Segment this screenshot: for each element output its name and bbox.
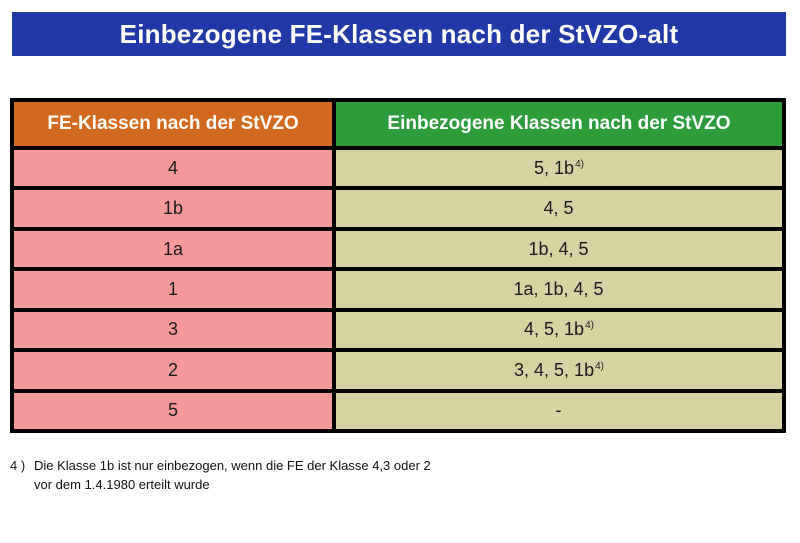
page-title: Einbezogene FE-Klassen nach der StVZO-al… [12,12,786,56]
cell-einbezogen-text: 4, 5, 1b [524,319,585,340]
table-row: 1 1a, 1b, 4, 5 [12,269,784,310]
footnote-ref: 4) [585,320,594,332]
table-row: 1b 4, 5 [12,188,784,229]
cell-einbezogen-text: - [555,400,562,421]
table-row: 5 - [12,390,784,431]
classes-table: FE-Klassen nach der StVZO Einbezogene Kl… [12,100,784,431]
cell-einbezogen: 1a, 1b, 4, 5 [334,269,784,310]
cell-klasse: 1 [12,269,334,310]
footnote-line-2: vor dem 1.4.1980 erteilt wurde [34,477,210,492]
cell-einbezogen: 4, 5 [334,188,784,229]
table-row: 1a 1b, 4, 5 [12,228,784,270]
cell-einbezogen-text: 5, 1b [534,157,575,178]
cell-einbezogen: 3, 4, 5, 1b4) [334,350,784,391]
cell-einbezogen: - [334,390,784,431]
cell-einbezogen-text: 1b, 4, 5 [528,238,589,259]
cell-einbezogen-text: 3, 4, 5, 1b [514,359,595,380]
cell-einbezogen: 1b, 4, 5 [334,228,784,270]
header-fe-klassen: FE-Klassen nach der StVZO [12,100,334,148]
cell-klasse: 3 [12,309,334,351]
table-row: 4 5, 1b4) [12,148,784,189]
footnote-marker: 4 ) [10,458,26,473]
header-einbezogene-klassen: Einbezogene Klassen nach der StVZO [334,100,784,148]
cell-einbezogen: 5, 1b4) [334,148,784,189]
cell-klasse: 5 [12,390,334,431]
footnote-ref: 4) [575,158,584,170]
cell-klasse: 2 [12,350,334,391]
page-title-text: Einbezogene FE-Klassen nach der StVZO-al… [119,18,679,49]
classes-table-container: FE-Klassen nach der StVZO Einbezogene Kl… [10,98,786,433]
cell-klasse: 1b [12,188,334,229]
cell-klasse: 4 [12,148,334,189]
footnote-ref: 4) [595,360,604,372]
cell-klasse: 1a [12,228,334,270]
footnote-line-1: Die Klasse 1b ist nur einbezogen, wenn d… [34,458,431,473]
table-row: 2 3, 4, 5, 1b4) [12,350,784,391]
table-row: 3 4, 5, 1b4) [12,309,784,351]
cell-einbezogen-text: 4, 5 [543,198,574,219]
table-header-row: FE-Klassen nach der StVZO Einbezogene Kl… [12,100,784,148]
cell-einbezogen-text: 1a, 1b, 4, 5 [513,278,604,299]
footnote: 4 ) Die Klasse 1b ist nur einbezogen, wen… [10,456,630,494]
cell-einbezogen: 4, 5, 1b4) [334,309,784,351]
